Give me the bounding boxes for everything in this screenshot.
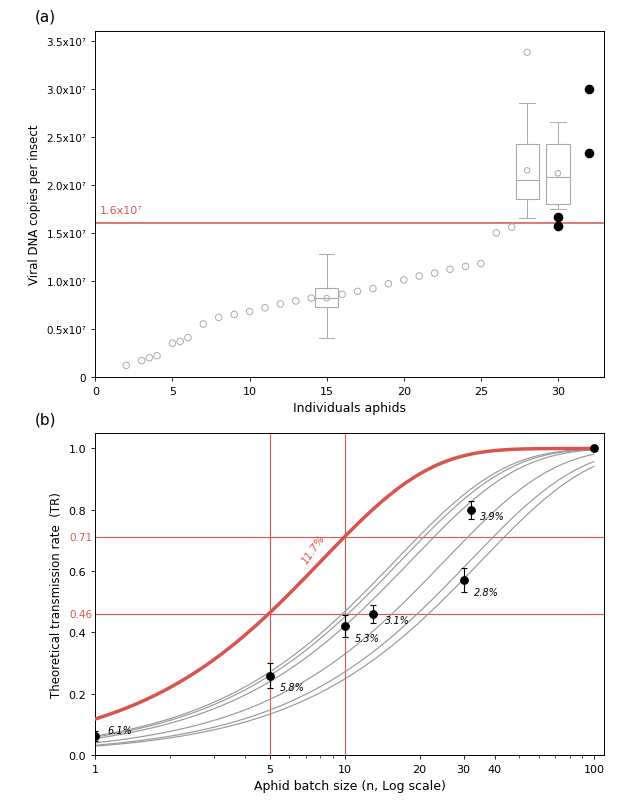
Point xyxy=(584,148,594,161)
Point xyxy=(491,227,501,240)
Point xyxy=(553,211,563,224)
Bar xyxy=(516,145,539,200)
Text: (b): (b) xyxy=(34,412,56,427)
Point xyxy=(306,292,316,305)
Text: 1.6x10⁷: 1.6x10⁷ xyxy=(100,206,142,215)
Bar xyxy=(315,288,338,308)
Point xyxy=(121,360,131,373)
Point xyxy=(352,286,363,299)
Point xyxy=(399,274,409,287)
Text: 2.8%: 2.8% xyxy=(474,588,499,597)
Text: 5.8%: 5.8% xyxy=(280,683,305,692)
Bar xyxy=(546,145,569,205)
Y-axis label: Viral DNA copies per insect: Viral DNA copies per insect xyxy=(28,124,41,285)
Point xyxy=(522,165,532,177)
Point xyxy=(198,318,209,331)
Point xyxy=(553,220,563,233)
Point xyxy=(368,283,378,296)
Point xyxy=(414,271,424,283)
Text: 5.3%: 5.3% xyxy=(355,634,380,644)
Text: 0.71: 0.71 xyxy=(70,532,93,543)
Point xyxy=(152,350,162,363)
Point xyxy=(429,267,439,280)
Point xyxy=(260,302,270,315)
Point xyxy=(460,261,471,274)
X-axis label: Individuals aphids: Individuals aphids xyxy=(293,402,406,415)
Point xyxy=(507,222,517,234)
Point xyxy=(244,306,254,319)
Point xyxy=(291,296,301,308)
Point xyxy=(337,288,347,301)
Point xyxy=(522,47,532,59)
Point xyxy=(137,355,147,368)
Text: 11.7%: 11.7% xyxy=(300,532,327,565)
Point xyxy=(167,337,177,350)
Point xyxy=(275,298,286,311)
Point xyxy=(183,332,193,344)
Point xyxy=(322,292,332,305)
Point xyxy=(553,168,563,181)
Text: (a): (a) xyxy=(34,10,55,25)
Text: 3.1%: 3.1% xyxy=(385,615,410,626)
Text: 0.46: 0.46 xyxy=(70,609,93,619)
Point xyxy=(476,258,486,271)
Point xyxy=(445,263,455,276)
X-axis label: Aphid batch size (n, Log scale): Aphid batch size (n, Log scale) xyxy=(254,780,446,793)
Point xyxy=(229,308,239,321)
Text: 6.1%: 6.1% xyxy=(107,725,132,736)
Point xyxy=(214,312,224,324)
Point xyxy=(584,84,594,96)
Text: 3.9%: 3.9% xyxy=(480,512,505,521)
Y-axis label: Theoretical transmission rate  (TR): Theoretical transmission rate (TR) xyxy=(50,491,63,697)
Point xyxy=(175,336,185,349)
Point xyxy=(144,352,155,365)
Point xyxy=(384,278,394,291)
